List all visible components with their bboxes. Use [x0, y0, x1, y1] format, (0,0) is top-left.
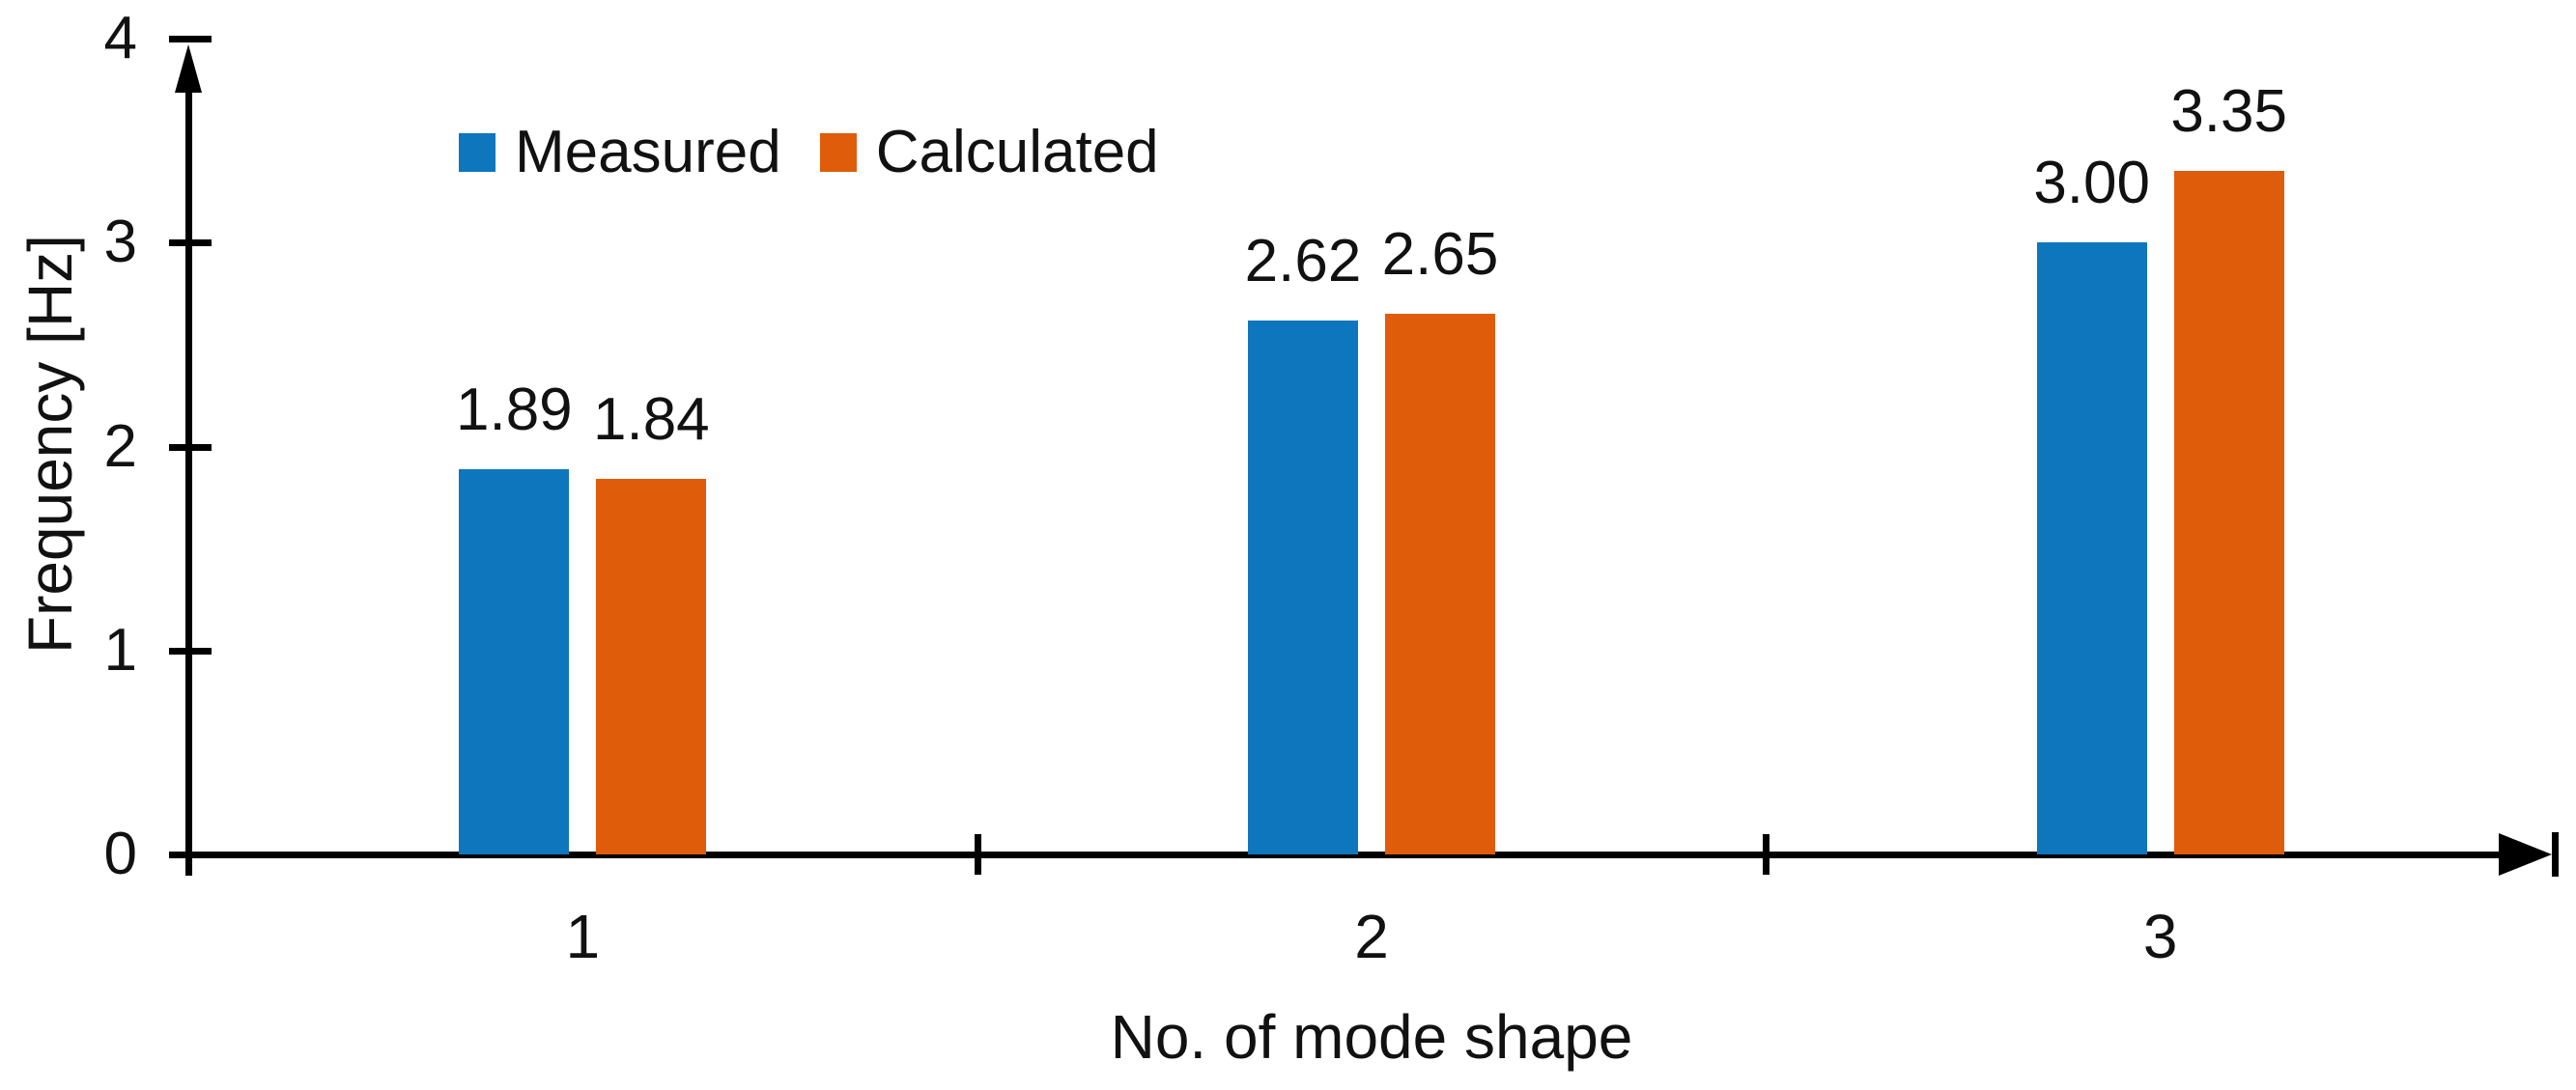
y-tick — [169, 852, 191, 858]
y-tick-label: 0 — [103, 821, 137, 887]
calculated-swatch-icon — [819, 133, 857, 172]
x-tick — [974, 834, 981, 875]
x-axis-title: No. of mode shape — [1110, 1002, 1633, 1072]
y-tick — [169, 443, 212, 451]
x-axis-line — [185, 852, 2502, 858]
x-tick — [2552, 832, 2559, 877]
y-tick — [169, 36, 212, 42]
value-label-calculated-1: 1.84 — [592, 386, 710, 454]
legend-item-calculated: Calculated — [819, 119, 1159, 185]
x-category-label: 3 — [2142, 902, 2178, 971]
x-category-label: 1 — [565, 902, 601, 971]
y-axis-arrow-icon — [175, 44, 202, 93]
value-label-measured-2: 2.62 — [1244, 227, 1362, 294]
value-label-calculated-3: 3.35 — [2170, 78, 2287, 146]
value-label-measured-1: 1.89 — [455, 376, 573, 443]
x-tick — [1763, 834, 1770, 875]
x-axis-arrow-icon — [2499, 833, 2552, 876]
bar-measured-3 — [2036, 242, 2147, 854]
y-axis-line — [185, 91, 192, 876]
bar-calculated-2 — [1385, 314, 1495, 854]
x-category-label: 2 — [1354, 902, 1389, 971]
y-tick-label: 4 — [103, 5, 137, 71]
y-tick-label: 2 — [103, 412, 137, 480]
legend-label-calculated: Calculated — [875, 119, 1159, 185]
y-tick-label: 1 — [103, 616, 137, 684]
y-tick — [169, 647, 212, 655]
value-label-measured-3: 3.00 — [2033, 150, 2150, 217]
measured-swatch-icon — [459, 133, 495, 172]
legend-item-measured: Measured — [459, 123, 781, 182]
value-label-calculated-2: 2.65 — [1381, 221, 1499, 289]
bar-measured-1 — [459, 468, 570, 854]
bar-measured-2 — [1248, 320, 1358, 854]
legend: Measured Calculated — [459, 123, 1159, 182]
bar-calculated-1 — [596, 479, 707, 854]
y-tick-label: 3 — [103, 209, 137, 276]
bar-calculated-3 — [2173, 171, 2284, 854]
y-tick — [169, 239, 212, 247]
legend-label-measured: Measured — [515, 119, 781, 185]
